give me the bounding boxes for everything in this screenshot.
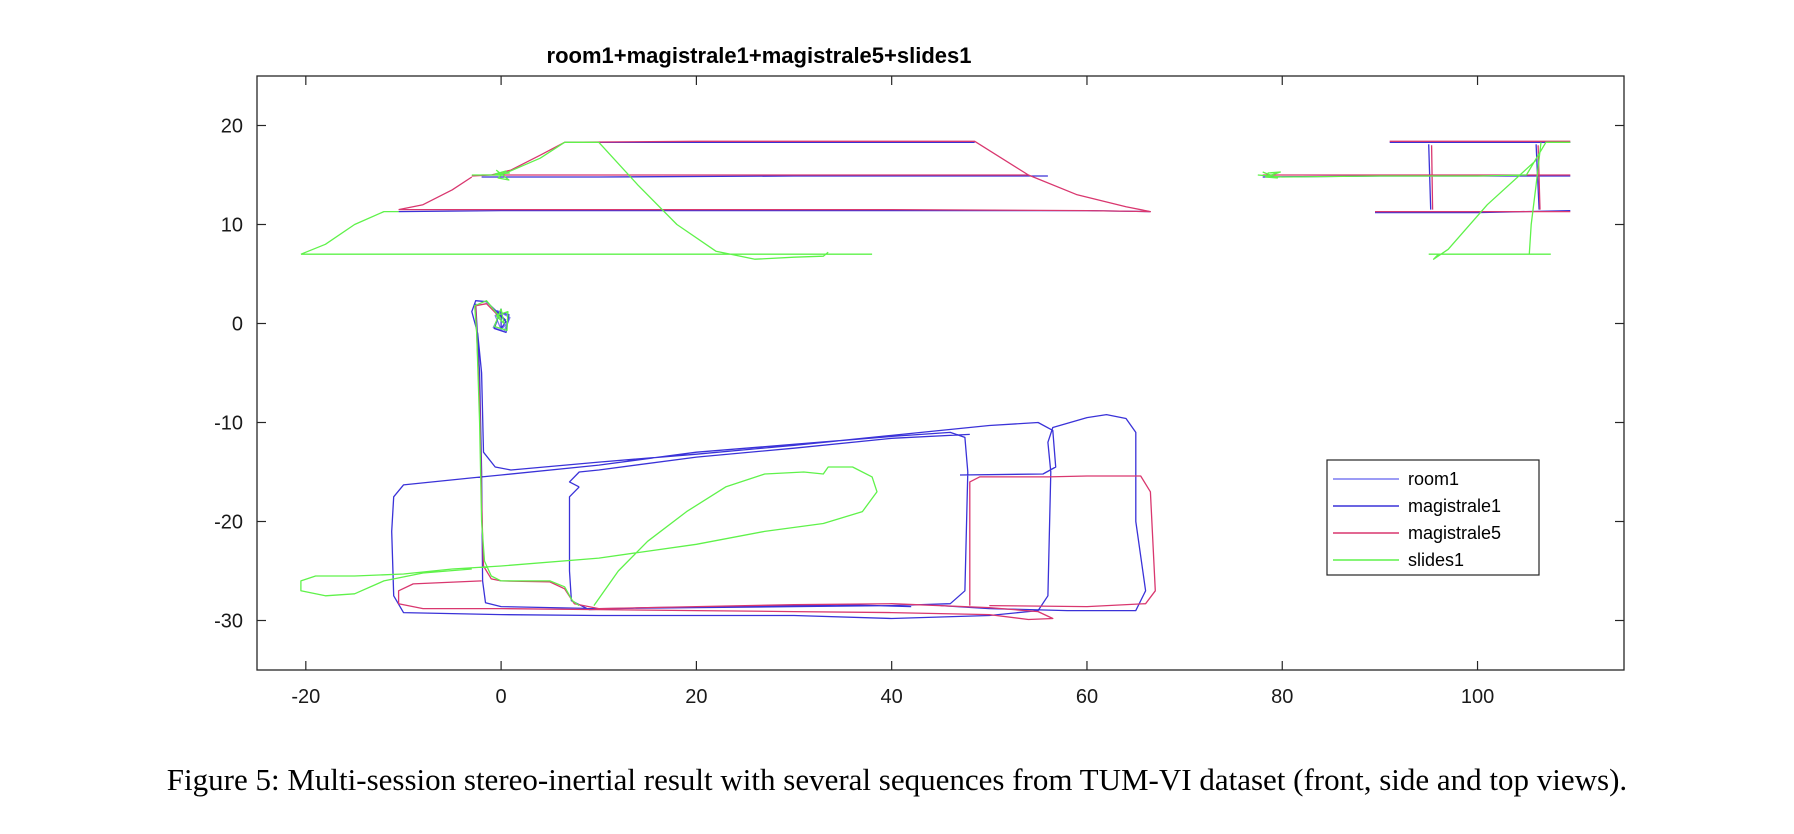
- x-tick-label: 40: [881, 686, 903, 708]
- y-tick-label: 20: [221, 116, 243, 138]
- y-tick-label: -30: [214, 611, 243, 633]
- series-layer: [300, 140, 1571, 621]
- figure-caption: Figure 5: Multi-session stereo-inertial …: [166, 762, 1628, 797]
- y-tick-label: -20: [214, 512, 243, 534]
- x-tick-label: -20: [291, 686, 320, 708]
- x-tick-label: 80: [1271, 686, 1293, 708]
- chart-title: room1+magistrale1+magistrale5+slides1: [547, 43, 972, 68]
- y-tick-label: 0: [232, 314, 243, 336]
- x-tick-label: 60: [1076, 686, 1098, 708]
- legend-label-slides1: slides1: [1408, 550, 1464, 570]
- axes-layer: [256, 75, 1625, 671]
- y-tick-label: -10: [214, 413, 243, 435]
- x-tick-label: 0: [496, 686, 507, 708]
- legend-label-magistrale1: magistrale1: [1408, 496, 1501, 516]
- legend: room1 magistrale1 magistrale5 slides1: [1326, 459, 1540, 576]
- tick-layer: -20 0 20 40 60 80 100 -30 -20 -10 0 10 20: [214, 76, 1624, 708]
- plot-box: [256, 75, 1625, 671]
- y-tick-label: 10: [221, 215, 243, 237]
- series-line-slides1: [300, 141, 1571, 607]
- legend-label-room1: room1: [1408, 469, 1459, 489]
- legend-label-magistrale5: magistrale5: [1408, 523, 1501, 543]
- series-line-magistrale5: [397, 140, 1571, 621]
- x-tick-label: 100: [1461, 686, 1494, 708]
- x-tick-label: 20: [685, 686, 707, 708]
